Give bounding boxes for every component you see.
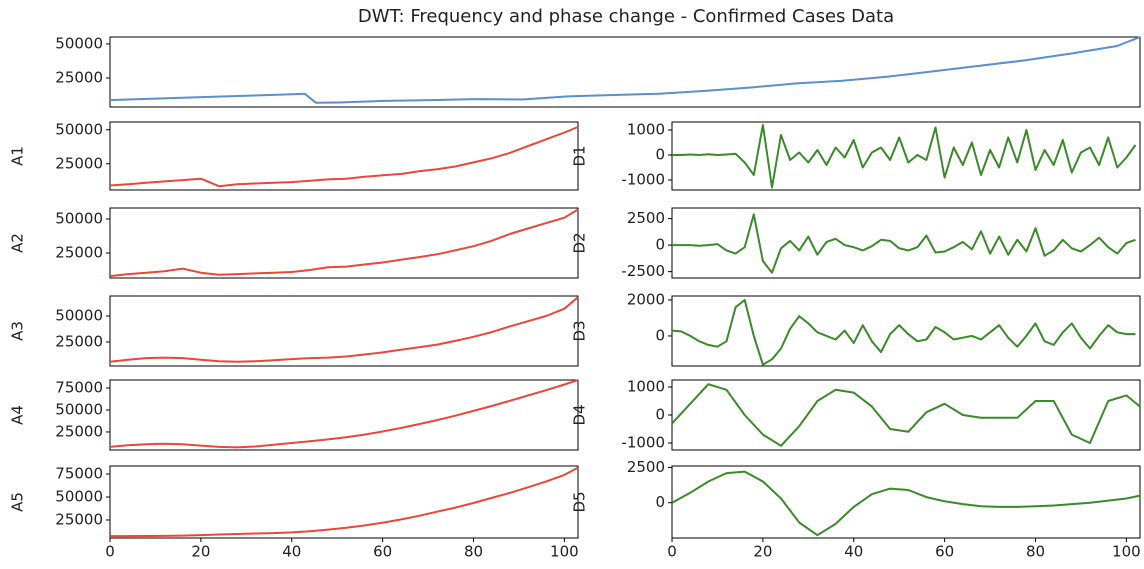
y-tick-label: 75000 (55, 465, 103, 483)
y-axis-label: A1 (9, 146, 27, 166)
axes-frame (109, 207, 579, 279)
axes-frame (671, 207, 1141, 279)
y-tick-label: 25000 (55, 332, 103, 350)
x-tick-label: 80 (1026, 543, 1045, 561)
x-tick-label: 100 (1112, 543, 1141, 561)
axes-frame (109, 121, 579, 191)
series-line (671, 383, 1141, 447)
series-line (109, 379, 579, 449)
y-tick-label: 50000 (55, 210, 103, 228)
x-tick-label: 60 (373, 543, 392, 561)
x-tick-label: 0 (667, 543, 677, 561)
x-tick-label: 0 (105, 543, 115, 561)
y-tick-label: 50000 (55, 400, 103, 418)
y-axis-label: A3 (9, 321, 27, 341)
series-line (109, 208, 579, 278)
y-tick-label: -1000 (621, 434, 665, 452)
y-tick-label: 50000 (55, 34, 103, 52)
series-line (671, 470, 1141, 537)
x-tick-label: 40 (282, 543, 301, 561)
x-tick-label: 100 (550, 543, 579, 561)
x-tick-label: 20 (753, 543, 772, 561)
y-tick-label: 0 (655, 236, 665, 254)
y-tick-label: -2500 (621, 262, 665, 280)
y-tick-label: 2000 (627, 290, 665, 308)
y-tick-label: 50000 (55, 306, 103, 324)
x-tick-label: 80 (464, 543, 483, 561)
series-line (109, 36, 1141, 104)
series-line (109, 126, 579, 188)
y-tick-label: 0 (655, 326, 665, 344)
series-line (110, 466, 579, 538)
y-axis-label: A5 (9, 492, 27, 512)
y-tick-label: -1000 (621, 171, 665, 189)
y-axis-label: A2 (9, 233, 27, 253)
y-tick-label: 25000 (55, 243, 103, 261)
series-line (672, 213, 1136, 274)
y-tick-label: 25000 (55, 510, 103, 528)
series-line (109, 296, 579, 363)
y-axis-label: D1 (571, 145, 589, 166)
series-line (671, 299, 1136, 366)
axes-frame (109, 295, 579, 367)
y-axis-label: A4 (9, 405, 27, 425)
x-tick-label: 20 (191, 543, 210, 561)
y-tick-label: 25000 (55, 68, 103, 86)
y-tick-label: 0 (655, 493, 665, 511)
axes-frame (109, 379, 579, 451)
y-tick-label: 75000 (55, 379, 103, 397)
chart-title: DWT: Frequency and phase change - Confir… (358, 6, 894, 27)
y-tick-label: 1000 (627, 378, 665, 396)
y-tick-label: 0 (655, 146, 665, 164)
y-axis-label: D3 (571, 320, 589, 341)
y-axis-label: D5 (571, 491, 589, 512)
y-tick-label: 25000 (55, 422, 103, 440)
y-tick-label: 50000 (55, 120, 103, 138)
axes-frame (109, 465, 579, 539)
x-tick-label: 60 (935, 543, 954, 561)
y-tick-label: 0 (655, 406, 665, 424)
axes-frame (671, 465, 1141, 539)
y-tick-label: 2500 (627, 209, 665, 227)
y-axis-label: D4 (571, 404, 589, 425)
axes-frame (109, 36, 1141, 108)
x-tick-label: 40 (844, 543, 863, 561)
axes-frame (671, 379, 1141, 451)
y-tick-label: 2500 (627, 458, 665, 476)
series-line (672, 124, 1137, 189)
y-tick-label: 25000 (55, 154, 103, 172)
y-tick-label: 50000 (55, 487, 103, 505)
y-tick-label: 1000 (627, 121, 665, 139)
y-axis-label: D2 (571, 232, 589, 253)
